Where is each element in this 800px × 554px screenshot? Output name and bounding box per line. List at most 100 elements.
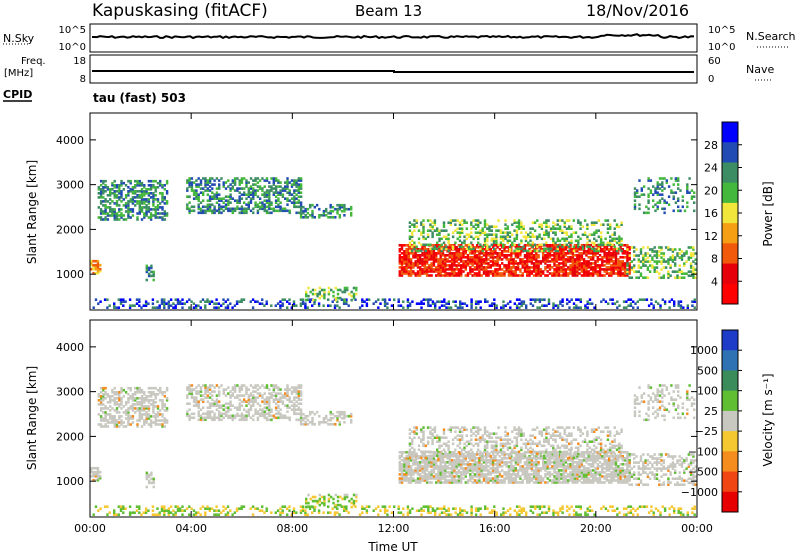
heatmap-cell [464, 256, 467, 259]
heatmap-cell [476, 469, 479, 472]
heatmap-cell [555, 266, 558, 269]
heatmap-cell [558, 239, 562, 243]
heatmap-cell [440, 247, 443, 251]
heatmap-cell [213, 400, 216, 403]
heatmap-cell [305, 290, 308, 294]
heatmap-cell [494, 469, 497, 472]
freq-panel [89, 54, 698, 84]
heatmap-cell [290, 185, 294, 188]
heatmap-cell [689, 246, 693, 249]
heatmap-cell [256, 392, 260, 395]
heatmap-cell [243, 394, 246, 397]
heatmap-cell [124, 425, 128, 428]
heatmap-cell [286, 179, 289, 182]
heatmap-cell [531, 235, 534, 239]
heatmap-cell [156, 181, 160, 185]
heatmap-cell [480, 268, 483, 271]
heatmap-cell [441, 469, 445, 472]
heatmap-cell [403, 268, 406, 271]
heatmap-cell [106, 186, 110, 189]
heatmap-cell [309, 410, 312, 414]
heatmap-cell [489, 250, 492, 253]
heatmap-cell [124, 403, 128, 406]
heatmap-cell [229, 400, 232, 403]
heatmap-cell [656, 181, 659, 184]
heatmap-cell [129, 415, 132, 418]
heatmap-cell [136, 196, 139, 199]
heatmap-cell [568, 227, 571, 230]
heatmap-cell [102, 388, 105, 392]
heatmap-cell [633, 266, 636, 269]
heatmap-cell [642, 246, 645, 249]
heatmap-cell [299, 205, 303, 209]
heatmap-cell [527, 241, 530, 245]
heatmap-cell [531, 241, 534, 245]
heatmap-cell [156, 212, 160, 215]
heatmap-cell [514, 252, 517, 255]
heatmap-cell [569, 250, 572, 253]
heatmap-cell [439, 258, 442, 261]
heatmap-cell [557, 250, 561, 253]
heatmap-cell [626, 254, 629, 257]
heatmap-cell [528, 256, 531, 259]
heatmap-cell [138, 409, 141, 412]
heatmap-cell [446, 246, 449, 249]
heatmap-cell [584, 306, 587, 309]
heatmap-cell [311, 292, 315, 296]
heatmap-cell [428, 250, 431, 253]
heatmap-cell [270, 418, 273, 422]
heatmap-cell [437, 479, 440, 482]
heatmap-cell [158, 304, 161, 307]
heatmap-cell [245, 418, 248, 422]
heatmap-cell [215, 209, 219, 213]
heatmap-cell [188, 177, 191, 180]
heatmap-cell [658, 276, 661, 279]
heatmap-cell [532, 258, 536, 261]
heatmap-cell [419, 260, 422, 263]
heatmap-cell [218, 406, 221, 409]
heatmap-cell [138, 179, 141, 183]
heatmap-cell [642, 260, 645, 263]
heatmap-cell [197, 404, 200, 407]
heatmap-cell [202, 199, 205, 202]
heatmap-cell [509, 306, 512, 309]
heatmap-cell [478, 473, 481, 476]
heatmap-cell [136, 184, 139, 187]
heatmap-cell [290, 179, 294, 182]
heatmap-cell [263, 195, 266, 198]
heatmap-cell [113, 306, 116, 309]
heatmap-cell [213, 390, 216, 393]
heatmap-cell [104, 411, 107, 414]
heatmap-cell [587, 266, 590, 269]
heatmap-cell [439, 268, 442, 271]
heatmap-cell [281, 298, 284, 301]
heatmap-cell [455, 272, 458, 275]
heatmap-cell [192, 416, 196, 420]
heatmap-cell [444, 461, 447, 464]
heatmap-cell [295, 388, 298, 391]
heatmap-cell [439, 481, 442, 484]
heatmap-cell [486, 223, 489, 226]
heatmap-cell [143, 423, 146, 426]
heatmap-cell [460, 473, 463, 476]
heatmap-cell [692, 246, 695, 249]
heatmap-cell [279, 408, 282, 411]
heatmap-cell [653, 246, 656, 249]
heatmap-cell [400, 248, 404, 251]
heatmap-cell [119, 302, 123, 305]
heatmap-cell [450, 479, 454, 482]
heatmap-cell [444, 477, 447, 480]
heatmap-cell [580, 262, 584, 265]
heatmap-cell [557, 264, 561, 267]
heatmap-cell [677, 302, 680, 305]
heatmap-cell [539, 272, 543, 275]
heatmap-cell [96, 265, 100, 269]
heatmap-cell [513, 237, 516, 241]
heatmap-cell [268, 402, 271, 405]
heatmap-cell [147, 423, 151, 426]
heatmap-cell [288, 181, 291, 184]
heatmap-cell [192, 197, 196, 200]
heatmap-cell [224, 412, 228, 416]
heatmap-cell [272, 191, 275, 194]
heatmap-cell [549, 247, 553, 251]
